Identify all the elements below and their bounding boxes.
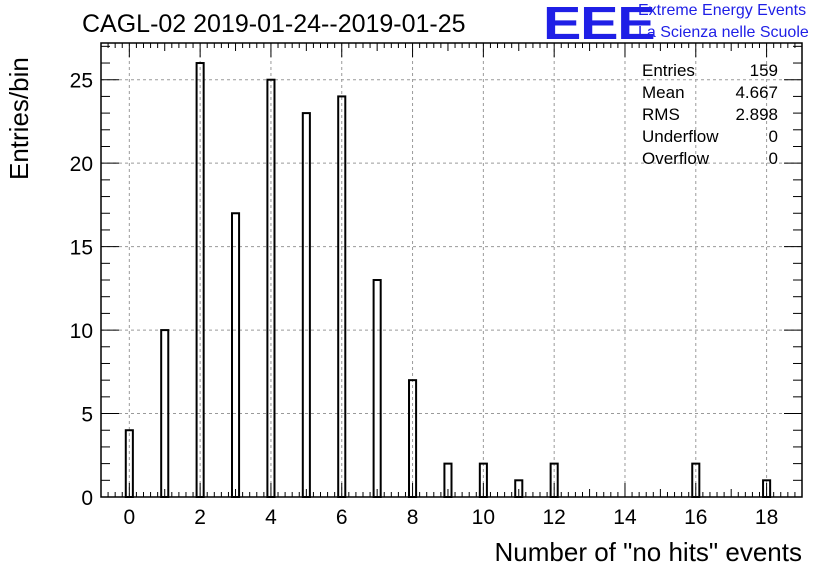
x-tick-label: 16 — [684, 506, 707, 529]
stats-row-mean: Mean 4.667 — [642, 82, 778, 104]
x-tick-label: 8 — [407, 506, 419, 529]
stats-label: Mean — [642, 83, 685, 102]
x-tick-label: 14 — [613, 506, 637, 529]
x-axis-ticks: 0 2 4 6 8 10 12 14 16 18 — [100, 43, 803, 529]
stats-value: 4.667 — [735, 83, 778, 102]
logo-text-line2: La Scienza nelle Scuole — [638, 24, 809, 41]
y-tick-label: 25 — [70, 70, 93, 93]
stats-label: Entries — [642, 61, 695, 80]
y-axis-ticks: 0 5 10 15 20 25 — [70, 45, 802, 510]
stats-value: 2.898 — [735, 105, 778, 124]
eee-logo-mark: EEE — [543, 0, 656, 49]
histogram-bar — [230, 212, 241, 498]
x-tick-label: 6 — [336, 506, 348, 529]
stats-label: Overflow — [642, 149, 710, 168]
x-tick-label: 18 — [755, 506, 778, 529]
stats-label: RMS — [642, 105, 680, 124]
y-tick-label: 10 — [70, 320, 93, 343]
stats-row-overflow: Overflow 0 — [642, 148, 778, 170]
x-tick-label: 0 — [123, 506, 135, 529]
stats-value: 0 — [768, 149, 778, 168]
y-tick-label: 5 — [81, 404, 93, 427]
plot-frame — [100, 42, 803, 498]
grid-lines — [101, 43, 802, 497]
logo-text-line1: Extreme Energy Events — [638, 2, 807, 19]
stats-value: 0 — [768, 127, 778, 146]
histogram-bar — [372, 279, 382, 498]
y-tick-label: 20 — [70, 153, 93, 176]
x-tick-label: 2 — [194, 506, 206, 529]
x-axis-label: Number of "no hits" events — [494, 537, 803, 567]
histogram-bar — [301, 112, 311, 499]
stats-row-rms: RMS 2.898 — [642, 104, 778, 126]
stats-box: Entries 159 Mean 4.667 RMS 2.898 Underflow 0… — [642, 60, 778, 170]
x-tick-label: 12 — [542, 506, 565, 529]
x-tick-label: 10 — [472, 506, 495, 529]
stats-row-underflow: Underflow 0 — [642, 126, 778, 148]
stats-row-entries: Entries 159 — [642, 60, 778, 82]
y-axis-label: Entries/bin — [4, 57, 34, 180]
stats-value: 159 — [749, 61, 778, 80]
y-tick-label: 15 — [70, 237, 93, 260]
axes — [100, 42, 803, 498]
stats-label: Underflow — [642, 127, 719, 146]
y-tick-label: 0 — [81, 487, 93, 510]
x-tick-label: 4 — [265, 506, 277, 529]
chart-title: CAGL-02 2019-01-24--2019-01-25 — [82, 10, 466, 38]
